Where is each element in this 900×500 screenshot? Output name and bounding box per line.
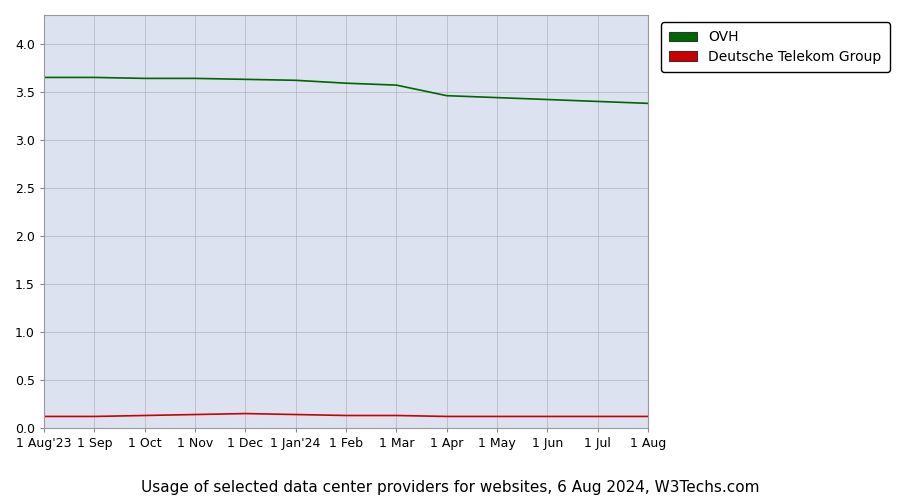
Text: Usage of selected data center providers for websites, 6 Aug 2024, W3Techs.com: Usage of selected data center providers … — [140, 480, 760, 495]
Legend: OVH, Deutsche Telekom Group: OVH, Deutsche Telekom Group — [661, 22, 890, 72]
